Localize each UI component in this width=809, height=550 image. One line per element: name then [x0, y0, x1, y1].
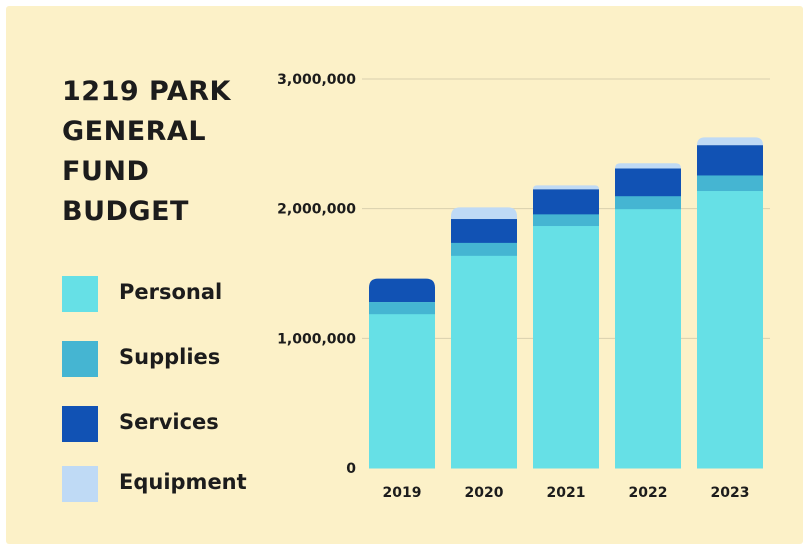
bar-segment-supplies-2023 [697, 174, 763, 192]
legend-swatch-services [62, 406, 98, 442]
y-axis: 0 1,000,000 2,000,000 3,000,000 [277, 72, 356, 477]
legend-swatch-personal [62, 276, 98, 312]
bars [369, 137, 763, 469]
bar-segment-supplies-2020 [451, 242, 517, 256]
title-line: BUDGET [62, 196, 189, 227]
bar-segment-services-2021 [533, 189, 599, 215]
legend-label-equipment: Equipment [119, 470, 247, 494]
legend-label-supplies: Supplies [119, 345, 221, 369]
bar-segment-services-2019 [369, 278, 435, 303]
bar-segment-supplies-2019 [369, 302, 435, 315]
y-tick-label: 0 [346, 461, 356, 477]
bar-segment-personal-2023 [697, 190, 763, 469]
y-tick-label: 1,000,000 [277, 331, 356, 347]
bar-segment-personal-2021 [533, 225, 599, 469]
bar-segment-equipment-2023 [697, 137, 763, 146]
x-tick-label: 2021 [547, 485, 586, 501]
bar-segment-services-2023 [697, 145, 763, 176]
x-tick-label: 2019 [383, 485, 422, 501]
legend-label-personal: Personal [119, 280, 223, 304]
bar-segment-supplies-2022 [615, 195, 681, 210]
legend-label-services: Services [119, 410, 219, 434]
bar-segment-supplies-2021 [533, 213, 599, 227]
title-line: 1219 PARK [62, 76, 231, 107]
chart-title: 1219 PARK GENERAL FUND BUDGET [62, 72, 231, 232]
legend-swatch-supplies [62, 341, 98, 377]
x-tick-label: 2023 [711, 485, 750, 501]
bar-segment-personal-2019 [369, 313, 435, 469]
y-tick-label: 3,000,000 [277, 72, 356, 88]
bar-segment-personal-2020 [451, 255, 517, 469]
title-line: GENERAL [62, 116, 207, 147]
bar-segment-equipment-2020 [451, 207, 517, 220]
bar-segment-services-2020 [451, 219, 517, 243]
title-line: FUND [62, 156, 150, 187]
y-tick-label: 2,000,000 [277, 202, 356, 218]
bar-segment-equipment-2021 [533, 185, 599, 190]
x-tick-label: 2022 [629, 485, 668, 501]
bar-segment-equipment-2022 [615, 163, 681, 169]
bar-segment-personal-2022 [615, 208, 681, 469]
x-axis: 2019 2020 2021 2022 2023 [383, 485, 750, 501]
legend-swatch-equipment [62, 466, 98, 502]
x-tick-label: 2020 [465, 485, 504, 501]
bar-segment-services-2022 [615, 168, 681, 197]
